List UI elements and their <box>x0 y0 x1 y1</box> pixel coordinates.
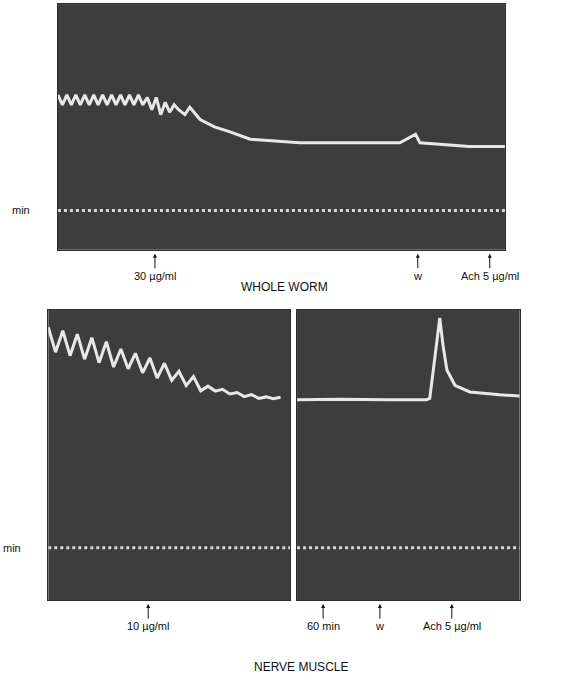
svg-text:w: w <box>375 620 384 632</box>
svg-text:60 min: 60 min <box>307 620 340 632</box>
svg-text:30 µg/ml: 30 µg/ml <box>134 270 176 282</box>
svg-text:10 µg/ml: 10 µg/ml <box>127 620 169 632</box>
svg-text:min: min <box>12 204 30 216</box>
svg-text:NERVE MUSCLE: NERVE MUSCLE <box>254 660 348 674</box>
svg-text:min: min <box>3 542 21 554</box>
svg-text:Ach 5 µg/ml: Ach 5 µg/ml <box>461 270 519 282</box>
svg-text:WHOLE WORM: WHOLE WORM <box>241 280 328 294</box>
svg-text:Ach 5 µg/ml: Ach 5 µg/ml <box>423 620 481 632</box>
svg-text:w: w <box>413 270 422 282</box>
